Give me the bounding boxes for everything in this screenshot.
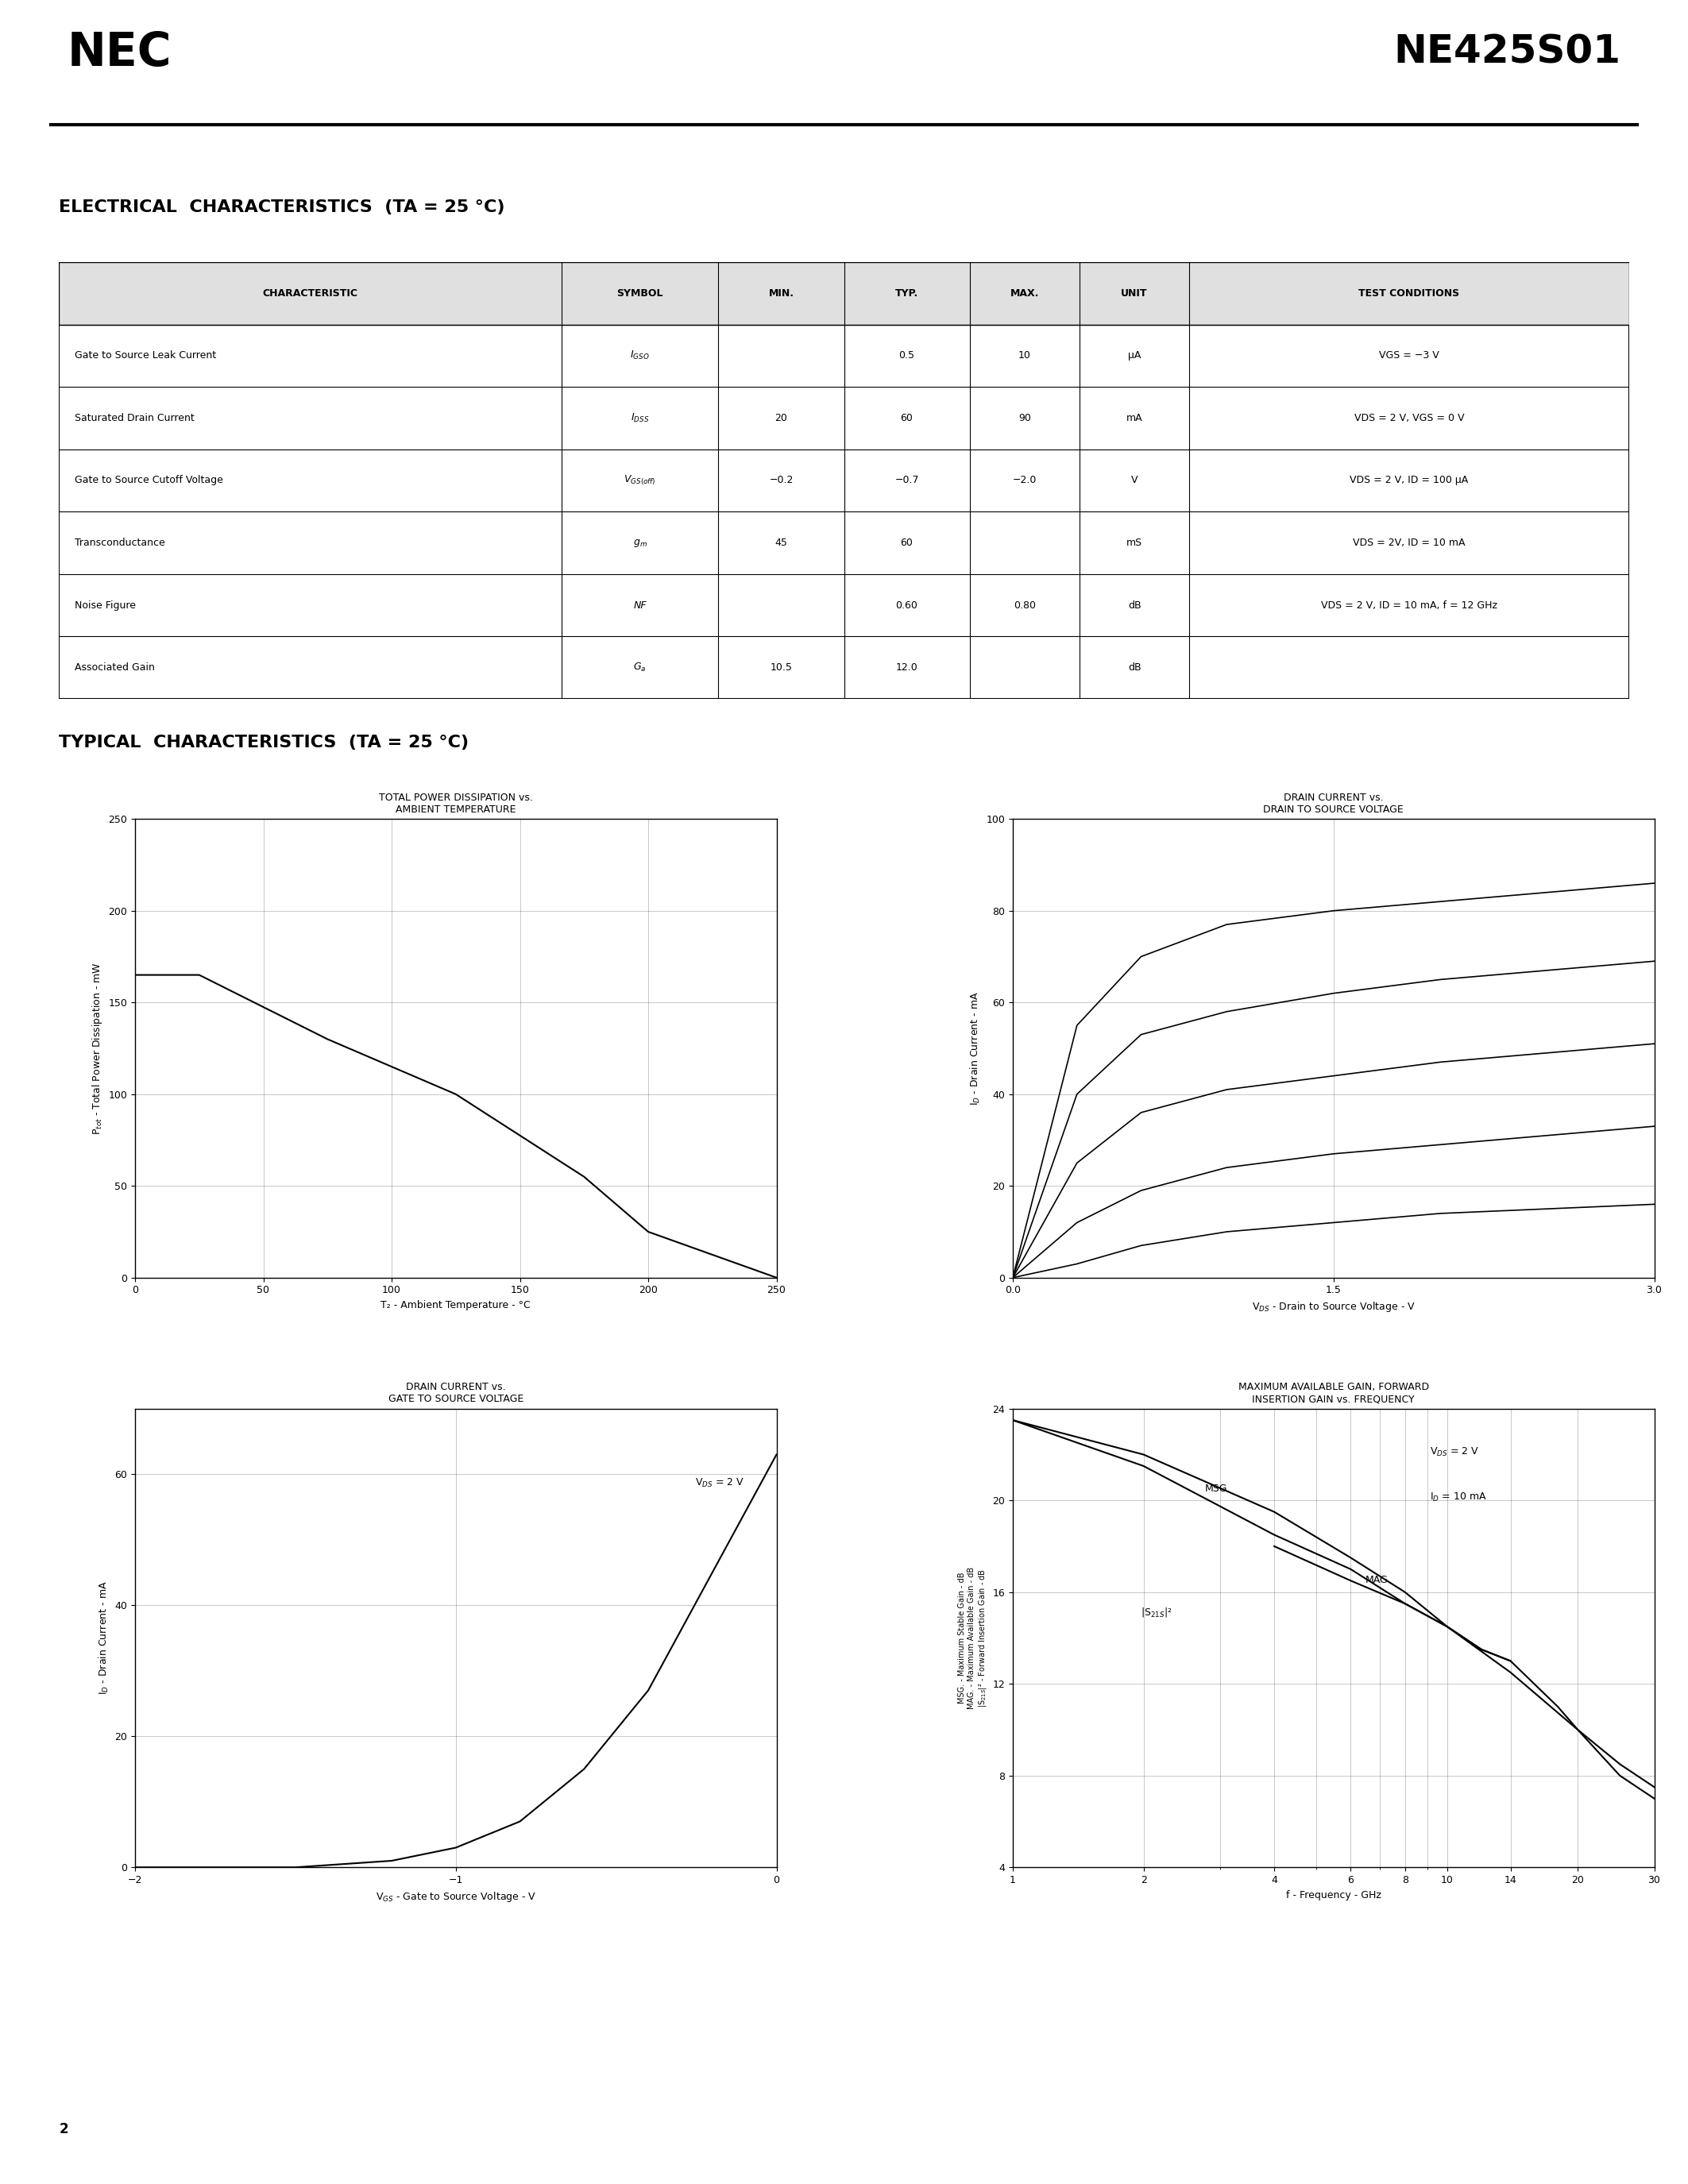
Text: 0.5: 0.5 xyxy=(898,349,915,360)
Text: 60: 60 xyxy=(900,413,913,424)
Text: −0.2: −0.2 xyxy=(770,476,793,485)
Text: V$_{GS(off)}$: V$_{GS(off)}$ xyxy=(625,474,657,487)
Text: 12.0: 12.0 xyxy=(896,662,918,673)
Text: V$_{DS}$ = 2 V: V$_{DS}$ = 2 V xyxy=(695,1479,744,1489)
Text: 10.5: 10.5 xyxy=(770,662,792,673)
Text: V$_{DS}$ = 2 V: V$_{DS}$ = 2 V xyxy=(1430,1446,1479,1457)
Text: Gate to Source Cutoff Voltage: Gate to Source Cutoff Voltage xyxy=(74,476,223,485)
Y-axis label: MSG. - Maximum Stable Gain - dB
MAG. - Maximum Available Gain - dB
|S$_{21S}$|² : MSG. - Maximum Stable Gain - dB MAG. - M… xyxy=(959,1566,987,1710)
Text: MAX.: MAX. xyxy=(1009,288,1040,299)
Text: |S$_{21S}$|²: |S$_{21S}$|² xyxy=(1141,1605,1173,1618)
Text: TYPICAL  CHARACTERISTICS  (TA = 25 °C): TYPICAL CHARACTERISTICS (TA = 25 °C) xyxy=(59,734,469,751)
Text: Associated Gain: Associated Gain xyxy=(74,662,155,673)
Text: VDS = 2 V, ID = 10 mA, f = 12 GHz: VDS = 2 V, ID = 10 mA, f = 12 GHz xyxy=(1322,601,1497,612)
Text: I$_{DSS}$: I$_{DSS}$ xyxy=(631,413,650,424)
Text: 20: 20 xyxy=(775,413,788,424)
Text: 90: 90 xyxy=(1018,413,1031,424)
Title: MAXIMUM AVAILABLE GAIN, FORWARD
INSERTION GAIN vs. FREQUENCY: MAXIMUM AVAILABLE GAIN, FORWARD INSERTIO… xyxy=(1239,1382,1428,1404)
Text: Gate to Source Leak Current: Gate to Source Leak Current xyxy=(74,349,216,360)
Text: NF: NF xyxy=(633,601,647,612)
Text: ELECTRICAL  CHARACTERISTICS  (TA = 25 °C): ELECTRICAL CHARACTERISTICS (TA = 25 °C) xyxy=(59,199,505,216)
Text: I$_D$ = 10 mA: I$_D$ = 10 mA xyxy=(1430,1492,1487,1503)
Text: VGS = −3 V: VGS = −3 V xyxy=(1379,349,1440,360)
Y-axis label: I$_D$ - Drain Current - mA: I$_D$ - Drain Current - mA xyxy=(969,992,982,1105)
Text: g$_m$: g$_m$ xyxy=(633,537,647,548)
Text: UNIT: UNIT xyxy=(1121,288,1148,299)
Text: I$_{GSO}$: I$_{GSO}$ xyxy=(630,349,650,363)
Text: −2.0: −2.0 xyxy=(1013,476,1036,485)
Text: Transconductance: Transconductance xyxy=(74,537,165,548)
X-axis label: f - Frequency - GHz: f - Frequency - GHz xyxy=(1286,1889,1381,1900)
Text: VDS = 2 V, ID = 100 μA: VDS = 2 V, ID = 100 μA xyxy=(1350,476,1469,485)
Text: mS: mS xyxy=(1126,537,1143,548)
Text: Noise Figure: Noise Figure xyxy=(74,601,137,612)
Text: 45: 45 xyxy=(775,537,788,548)
Text: −0.7: −0.7 xyxy=(895,476,918,485)
Text: NEC: NEC xyxy=(68,31,172,74)
Title: TOTAL POWER DISSIPATION vs.
AMBIENT TEMPERATURE: TOTAL POWER DISSIPATION vs. AMBIENT TEMP… xyxy=(378,793,533,815)
Text: Saturated Drain Current: Saturated Drain Current xyxy=(74,413,194,424)
Y-axis label: I$_D$ - Drain Current - mA: I$_D$ - Drain Current - mA xyxy=(98,1581,110,1695)
X-axis label: V$_{DS}$ - Drain to Source Voltage - V: V$_{DS}$ - Drain to Source Voltage - V xyxy=(1252,1299,1415,1313)
Text: dB: dB xyxy=(1128,662,1141,673)
Text: VDS = 2V, ID = 10 mA: VDS = 2V, ID = 10 mA xyxy=(1354,537,1465,548)
Bar xyxy=(59,262,1629,325)
Text: 0.80: 0.80 xyxy=(1013,601,1036,612)
Y-axis label: P$_{tot}$ - Total Power Dissipation - mW: P$_{tot}$ - Total Power Dissipation - mW xyxy=(91,961,105,1136)
Text: MIN.: MIN. xyxy=(768,288,793,299)
X-axis label: T₂ - Ambient Temperature - °C: T₂ - Ambient Temperature - °C xyxy=(381,1299,530,1310)
Text: CHARACTERISTIC: CHARACTERISTIC xyxy=(263,288,358,299)
Text: μA: μA xyxy=(1128,349,1141,360)
Text: SYMBOL: SYMBOL xyxy=(616,288,663,299)
Text: mA: mA xyxy=(1126,413,1143,424)
Text: VDS = 2 V, VGS = 0 V: VDS = 2 V, VGS = 0 V xyxy=(1354,413,1463,424)
Text: 0.60: 0.60 xyxy=(896,601,918,612)
Title: DRAIN CURRENT vs.
GATE TO SOURCE VOLTAGE: DRAIN CURRENT vs. GATE TO SOURCE VOLTAGE xyxy=(388,1382,523,1404)
Title: DRAIN CURRENT vs.
DRAIN TO SOURCE VOLTAGE: DRAIN CURRENT vs. DRAIN TO SOURCE VOLTAG… xyxy=(1263,793,1404,815)
X-axis label: V$_{GS}$ - Gate to Source Voltage - V: V$_{GS}$ - Gate to Source Voltage - V xyxy=(375,1889,537,1902)
Text: dB: dB xyxy=(1128,601,1141,612)
Text: 2: 2 xyxy=(59,2123,68,2136)
Text: 60: 60 xyxy=(900,537,913,548)
Text: MSG.: MSG. xyxy=(1205,1483,1231,1494)
Text: TYP.: TYP. xyxy=(895,288,918,299)
Text: MAG.: MAG. xyxy=(1366,1575,1391,1586)
Text: 10: 10 xyxy=(1018,349,1031,360)
Text: NE425S01: NE425S01 xyxy=(1393,33,1620,72)
Text: TEST CONDITIONS: TEST CONDITIONS xyxy=(1359,288,1460,299)
Text: G$_a$: G$_a$ xyxy=(633,662,647,673)
Text: V: V xyxy=(1131,476,1138,485)
